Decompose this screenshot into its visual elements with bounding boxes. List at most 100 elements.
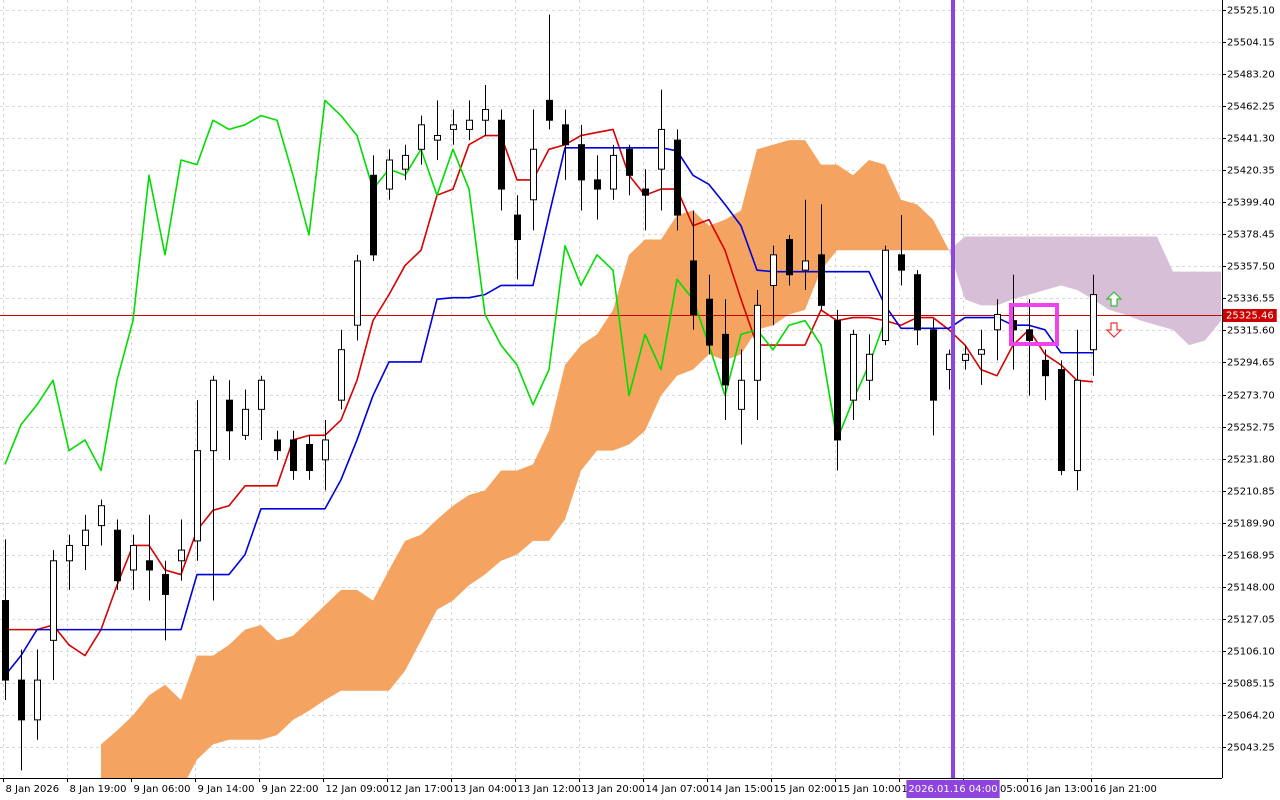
candle-body	[1090, 294, 1097, 351]
price-label: 25325.46	[1226, 311, 1274, 322]
y-tick-label: 25252.75	[1227, 423, 1275, 434]
x-tick-label: 8 Jan 2026	[6, 784, 60, 795]
candle-body	[290, 439, 297, 472]
indicator-line	[5, 128, 1094, 657]
candle-body	[482, 109, 489, 121]
candle-body	[674, 139, 681, 216]
candle-body	[914, 274, 921, 331]
candle-body	[834, 320, 841, 441]
candle-body	[130, 544, 137, 571]
candle-body	[1026, 329, 1033, 342]
candle-body	[322, 439, 329, 461]
candle-body	[194, 450, 201, 542]
y-tick-label: 25420.35	[1227, 166, 1275, 177]
candle-body	[210, 379, 217, 452]
candle-body	[306, 444, 313, 472]
x-tick-label: 12 Jan 09:00	[326, 784, 389, 795]
candle-body	[434, 135, 441, 141]
y-tick-label: 25483.20	[1227, 70, 1275, 81]
candle-body	[546, 99, 553, 121]
y-tick-label: 25273.70	[1227, 391, 1275, 402]
candle-body	[802, 260, 809, 271]
candle-body	[626, 148, 633, 176]
time-marker-label-bg	[906, 780, 1000, 798]
y-tick-label: 25127.05	[1227, 615, 1275, 626]
x-tick-label: 13 Jan 20:00	[582, 784, 645, 795]
indicator-line	[4, 99, 886, 472]
candle-body	[66, 544, 73, 562]
candle-body	[402, 154, 409, 170]
candle-body	[34, 679, 41, 721]
y-tick-label: 25504.15	[1227, 38, 1275, 49]
candle-body	[658, 128, 665, 170]
candle-body	[514, 214, 521, 241]
x-tick-label: 13 Jan 04:00	[454, 784, 517, 795]
candle-body	[82, 529, 89, 546]
candle-body	[498, 119, 505, 190]
x-tick-label: 9 Jan 22:00	[262, 784, 319, 795]
y-tick-label: 25043.25	[1227, 743, 1275, 754]
candle-body	[882, 249, 889, 342]
candle-body	[258, 379, 265, 410]
candle-body	[354, 260, 361, 326]
candle-body	[2, 600, 9, 681]
candle-body	[578, 144, 585, 181]
y-tick-label: 25106.10	[1227, 647, 1275, 658]
plot-area	[0, 0, 1222, 778]
x-tick-label: 13 Jan 12:00	[518, 784, 581, 795]
candle-body	[98, 505, 105, 527]
candle-body	[146, 560, 153, 571]
candle-body	[370, 174, 377, 256]
candle-body	[450, 124, 457, 130]
down-arrow	[1105, 322, 1123, 338]
x-tick-label: 9 Jan 06:00	[134, 784, 191, 795]
candle-body	[690, 260, 697, 316]
x-tick-label: 9 Jan 14:00	[198, 784, 255, 795]
candle-body	[178, 549, 185, 562]
candle-body	[386, 159, 393, 190]
candle-body	[562, 124, 569, 146]
candle-body	[1042, 359, 1049, 377]
candle-body	[610, 154, 617, 190]
y-tick-label: 25085.15	[1227, 679, 1275, 690]
candle-body	[242, 408, 249, 436]
y-tick-label: 25336.55	[1227, 294, 1275, 305]
candle-body	[770, 254, 777, 286]
x-tick-label: 15 Jan 02:00	[774, 784, 837, 795]
candle-body	[50, 560, 57, 641]
cloud	[949, 236, 1221, 346]
candle-body	[962, 353, 969, 361]
candle-body	[642, 188, 649, 196]
candle-body	[786, 239, 793, 276]
candle-body	[114, 529, 121, 582]
candle-body	[818, 254, 825, 306]
y-tick-label: 25189.90	[1227, 519, 1275, 530]
y-tick-label: 25294.65	[1227, 358, 1275, 369]
y-tick-label: 25399.40	[1227, 198, 1275, 209]
candle-body	[1074, 379, 1081, 472]
candle-body	[274, 439, 281, 452]
candle-body	[994, 314, 1001, 331]
candle-body	[866, 353, 873, 381]
candle-body	[850, 333, 857, 401]
y-tick-label: 25357.50	[1227, 262, 1275, 273]
y-tick-label: 25462.25	[1227, 102, 1275, 113]
candle-body	[18, 679, 25, 721]
y-tick-label: 25064.20	[1227, 711, 1275, 722]
candle-body	[226, 399, 233, 432]
indicator-line	[4, 146, 1093, 677]
x-tick-label: 12 Jan 17:00	[390, 784, 453, 795]
candle-body	[978, 349, 985, 355]
candle-body	[418, 124, 425, 150]
up-arrow	[1105, 291, 1123, 307]
candle-body	[706, 298, 713, 346]
candle-body	[754, 304, 761, 381]
candle-body	[338, 349, 345, 401]
candle-body	[530, 148, 537, 201]
y-tick-label: 25210.85	[1227, 487, 1275, 498]
candle-body	[898, 254, 905, 271]
candle-body	[1058, 369, 1065, 472]
y-tick-label: 25441.30	[1227, 134, 1275, 145]
x-tick-label: 15 Jan 10:00	[838, 784, 901, 795]
